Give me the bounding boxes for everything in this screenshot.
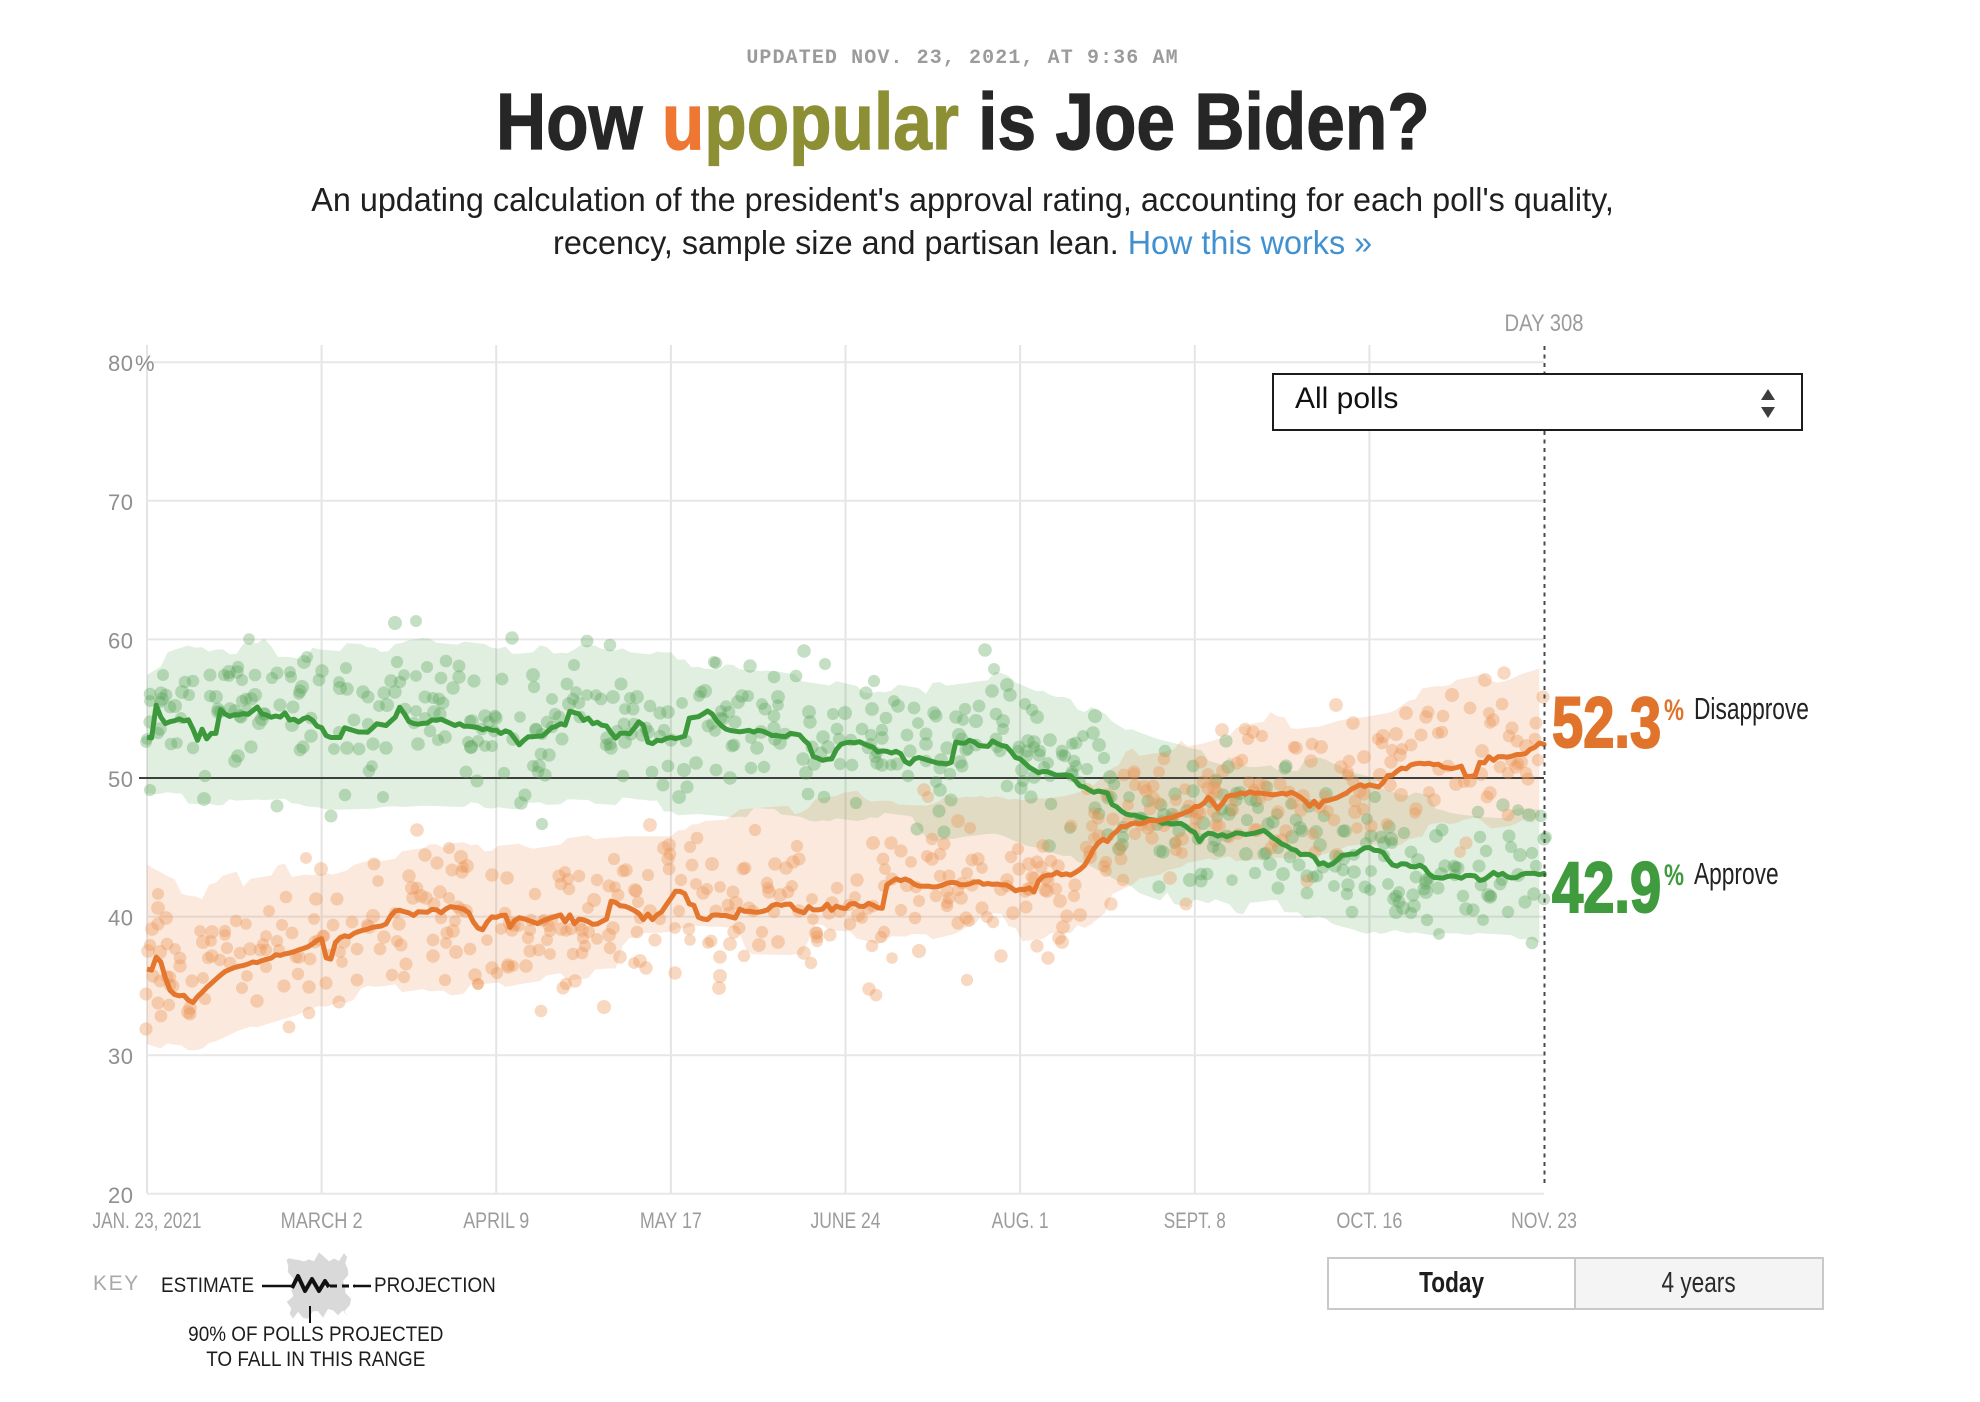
- svg-text:MAY 17: MAY 17: [640, 1208, 702, 1233]
- svg-text:AUG. 1: AUG. 1: [992, 1208, 1049, 1233]
- svg-text:30: 30: [108, 1044, 134, 1069]
- svg-text:70: 70: [108, 490, 134, 515]
- svg-text:%: %: [135, 351, 156, 376]
- svg-text:NOV. 23: NOV. 23: [1511, 1208, 1577, 1233]
- svg-text:SEPT. 8: SEPT. 8: [1164, 1208, 1226, 1233]
- svg-text:DAY 308: DAY 308: [1505, 310, 1584, 337]
- svg-text:MARCH 2: MARCH 2: [281, 1208, 363, 1233]
- svg-text:40: 40: [108, 906, 134, 931]
- svg-text:80: 80: [108, 351, 134, 376]
- svg-text:JAN. 23, 2021: JAN. 23, 2021: [93, 1208, 202, 1233]
- svg-text:OCT. 16: OCT. 16: [1336, 1208, 1402, 1233]
- svg-text:JUNE 24: JUNE 24: [811, 1208, 881, 1233]
- svg-text:20: 20: [108, 1183, 134, 1208]
- svg-text:50: 50: [108, 767, 134, 792]
- svg-text:60: 60: [108, 628, 134, 653]
- svg-text:APRIL 9: APRIL 9: [463, 1208, 529, 1233]
